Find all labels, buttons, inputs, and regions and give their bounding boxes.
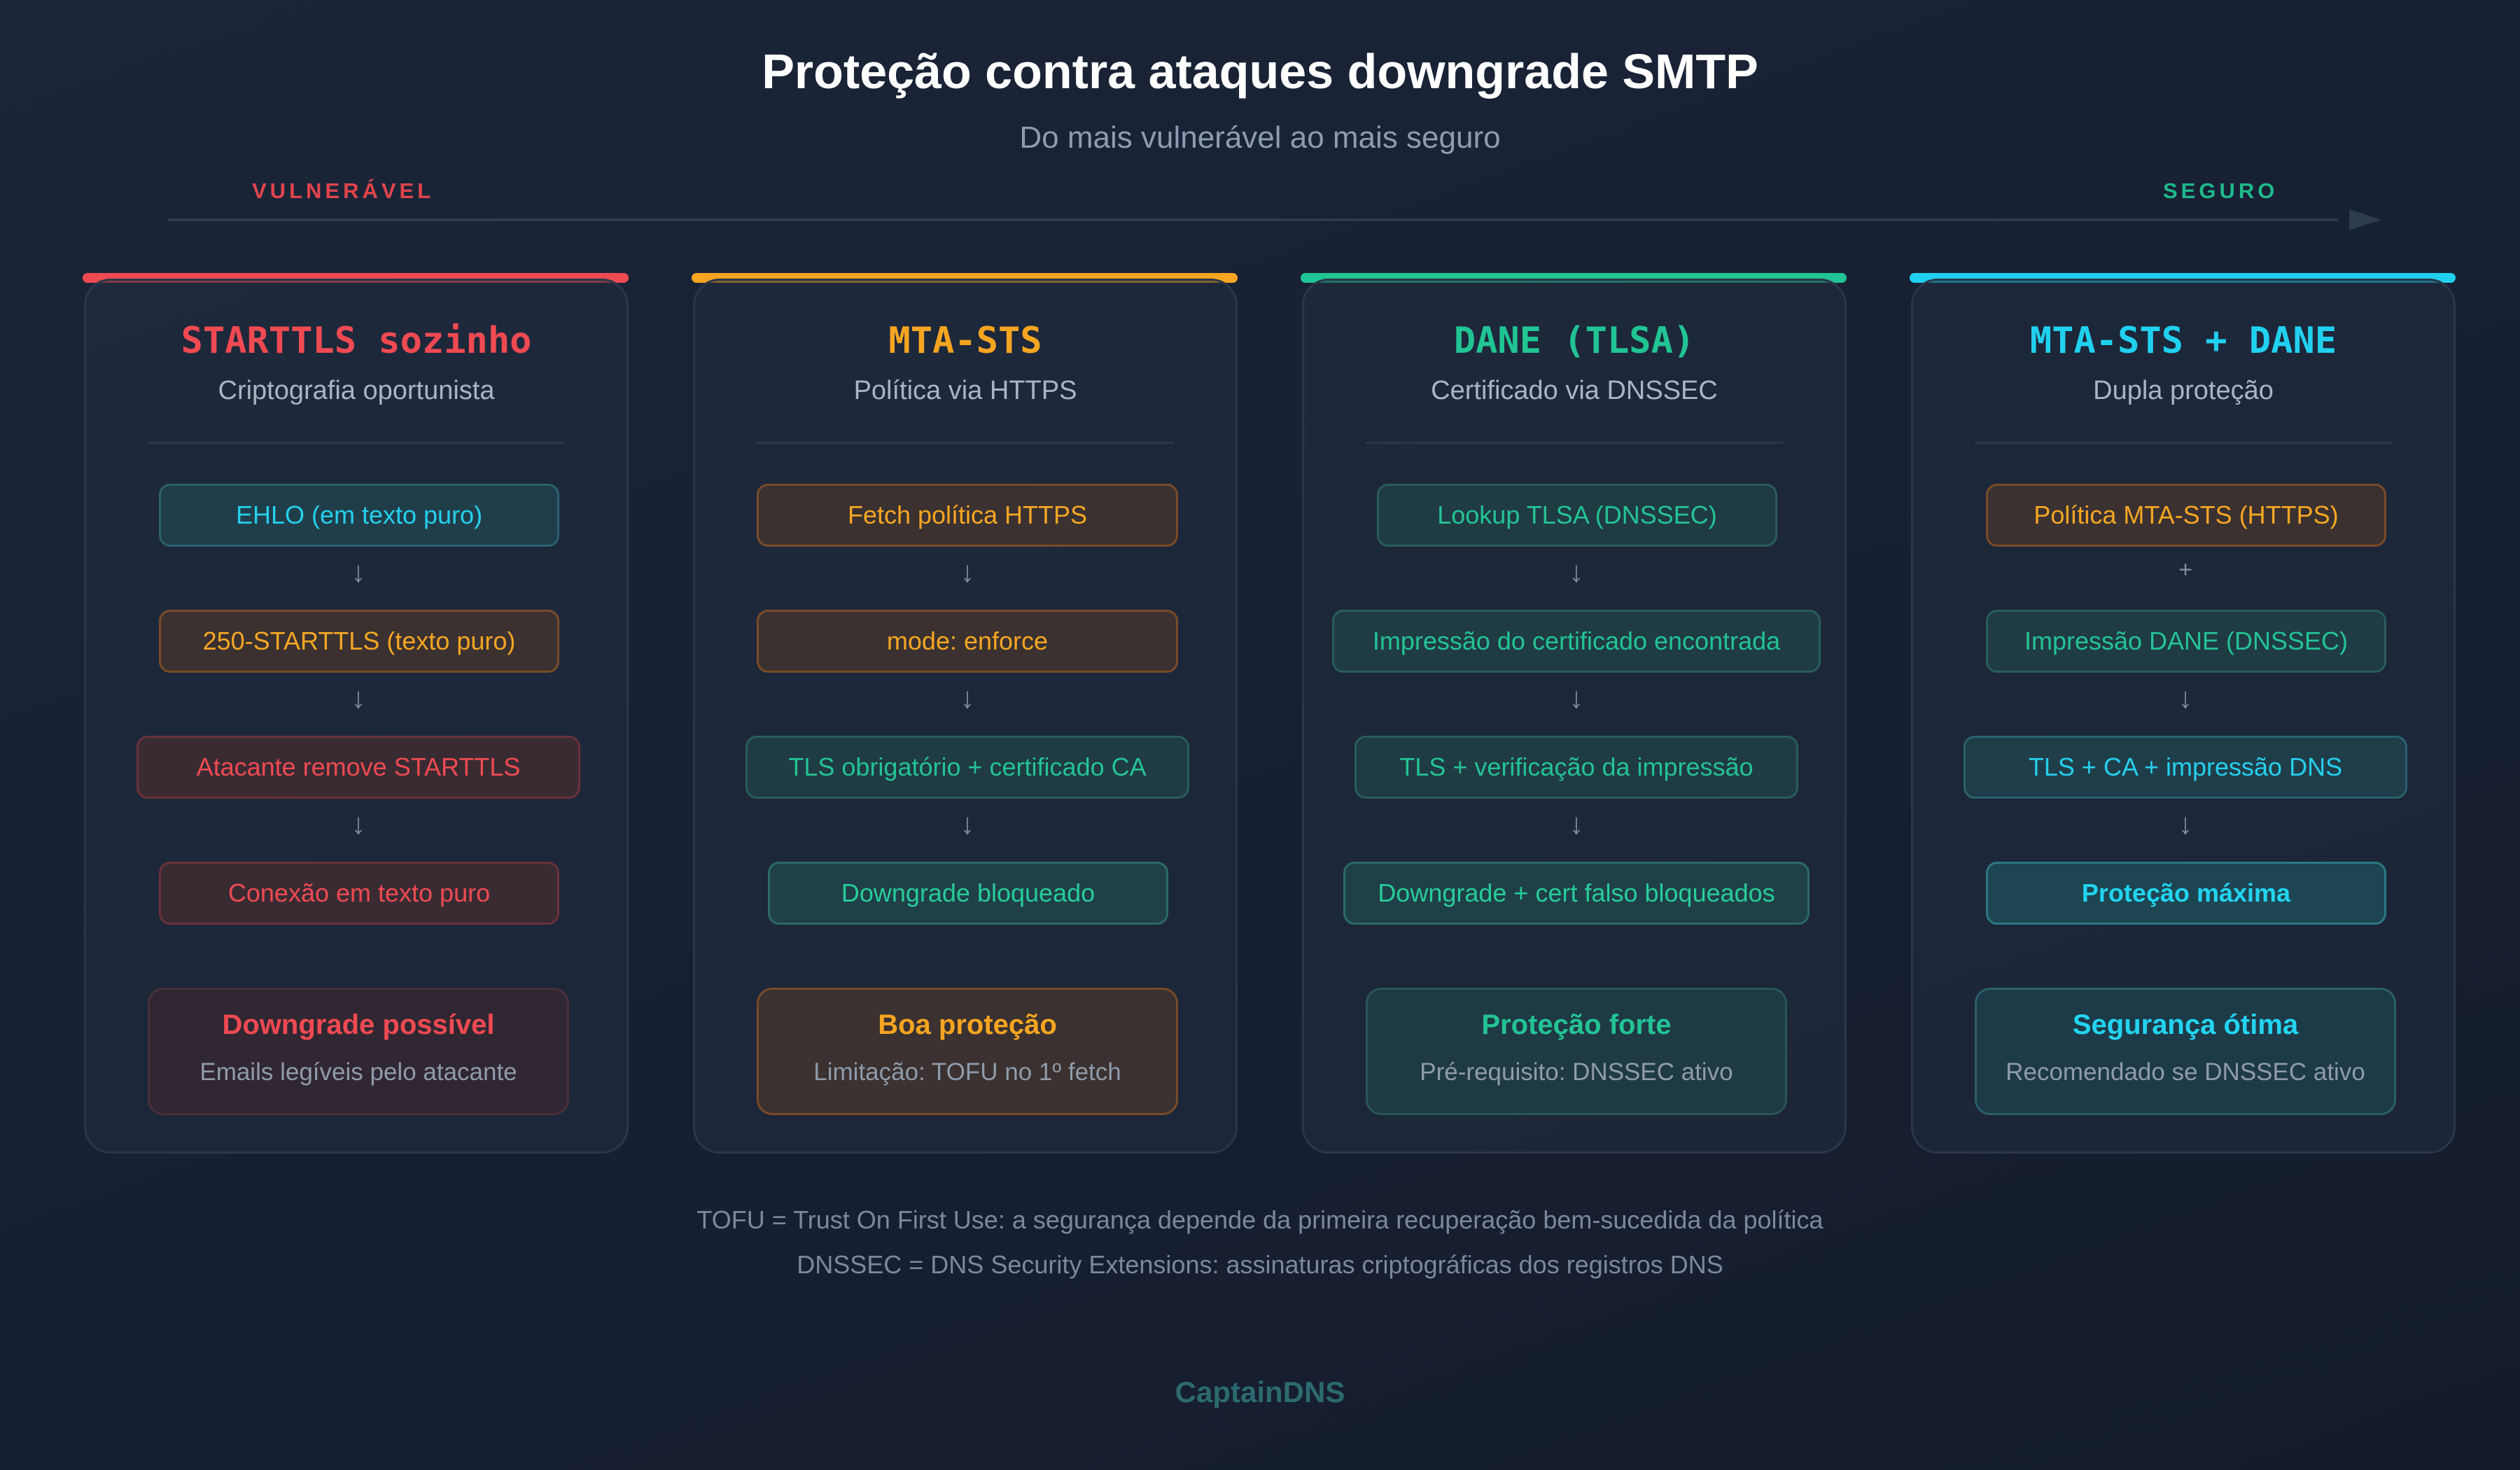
card-divider: [1975, 442, 2392, 444]
down-arrow-icon: ↓: [960, 555, 975, 588]
down-arrow-icon: ↓: [2178, 807, 2193, 840]
footnote-tofu: TOFU = Trust On First Use: a segurança d…: [696, 1205, 1823, 1234]
card-subtitle: Dupla proteção: [2093, 376, 2274, 405]
scale-arrowhead-icon: [2349, 209, 2381, 230]
scale-vulnerable-label: VULNERÁVEL: [252, 178, 435, 203]
page-title: Proteção contra ataques downgrade SMTP: [762, 44, 1758, 99]
card-mta-sts-dane: MTA-STS + DANE Dupla proteção Política M…: [1911, 279, 2456, 1154]
flow-step: Fetch política HTTPS: [757, 484, 1178, 547]
card-divider: [1366, 442, 1783, 444]
flow-step: Impressão do certificado encontrada: [1332, 610, 1821, 673]
flow-step: Lookup TLSA (DNSSEC): [1377, 484, 1777, 547]
result-title: Segurança ótima: [2072, 1009, 2299, 1040]
result-text: Recomendado se DNSSEC ativo: [2005, 1058, 2365, 1086]
flow-step: 250-STARTTLS (texto puro): [159, 610, 559, 673]
down-arrow-icon: ↓: [1569, 807, 1584, 840]
footnote-dnssec: DNSSEC = DNS Security Extensions: assina…: [797, 1250, 1723, 1279]
result-text: Pré-requisito: DNSSEC ativo: [1420, 1058, 1733, 1086]
result-title: Proteção forte: [1481, 1009, 1672, 1040]
result-box: Boa proteção Limitação: TOFU no 1º fetch: [757, 988, 1178, 1115]
result-box: Proteção forte Pré-requisito: DNSSEC ati…: [1366, 988, 1787, 1115]
flow-step: Atacante remove STARTTLS: [136, 736, 580, 799]
flow-step: Conexão em texto puro: [159, 862, 559, 925]
page-subtitle: Do mais vulnerável ao mais seguro: [1019, 120, 1501, 155]
down-arrow-icon: ↓: [1569, 555, 1584, 588]
card-divider: [148, 442, 565, 444]
brand-logo-text: CaptainDNS: [1175, 1376, 1345, 1408]
scale-arrow-line: [168, 218, 2338, 221]
card-starttls: STARTTLS sozinho Criptografia oportunist…: [84, 279, 629, 1154]
card-title: MTA-STS: [888, 320, 1042, 362]
scale-secure-label: SEGURO: [2163, 178, 2278, 203]
flow-step: TLS obrigatório + certificado CA: [746, 736, 1189, 799]
result-text: Emails legíveis pelo atacante: [200, 1058, 517, 1086]
flow-step: Política MTA-STS (HTTPS): [1986, 484, 2386, 547]
card-dane: DANE (TLSA) Certificado via DNSSEC Looku…: [1302, 279, 1847, 1154]
card-subtitle: Certificado via DNSSEC: [1431, 376, 1718, 405]
flow-step: mode: enforce: [757, 610, 1178, 673]
result-text: Limitação: TOFU no 1º fetch: [813, 1058, 1121, 1086]
down-arrow-icon: ↓: [351, 681, 366, 714]
card-title: DANE (TLSA): [1453, 320, 1695, 362]
card-divider: [757, 442, 1174, 444]
down-arrow-icon: ↓: [351, 807, 366, 840]
flow-step: TLS + verificação da impressão: [1354, 736, 1798, 799]
down-arrow-icon: ↓: [2178, 681, 2193, 714]
down-arrow-icon: ↓: [960, 807, 975, 840]
flow-step: Proteção máxima: [1986, 862, 2386, 925]
card-mta-sts: MTA-STS Política via HTTPS Fetch polític…: [693, 279, 1238, 1154]
down-arrow-icon: ↓: [960, 681, 975, 714]
card-title: STARTTLS sozinho: [181, 320, 532, 362]
result-title: Downgrade possível: [222, 1009, 495, 1040]
card-subtitle: Política via HTTPS: [853, 376, 1077, 405]
result-title: Boa proteção: [878, 1009, 1057, 1040]
flow-step: Downgrade + cert falso bloqueados: [1343, 862, 1809, 925]
plus-icon: +: [2178, 556, 2192, 583]
card-title: MTA-STS + DANE: [2029, 320, 2337, 362]
flow-step: EHLO (em texto puro): [159, 484, 559, 547]
flow-step: Downgrade bloqueado: [768, 862, 1168, 925]
result-box: Downgrade possível Emails legíveis pelo …: [148, 988, 569, 1115]
down-arrow-icon: ↓: [351, 555, 366, 588]
result-box: Segurança ótima Recomendado se DNSSEC at…: [1975, 988, 2396, 1115]
flow-step: TLS + CA + impressão DNS: [1963, 736, 2407, 799]
down-arrow-icon: ↓: [1569, 681, 1584, 714]
flow-step: Impressão DANE (DNSSEC): [1986, 610, 2386, 673]
card-subtitle: Criptografia oportunista: [218, 376, 495, 405]
